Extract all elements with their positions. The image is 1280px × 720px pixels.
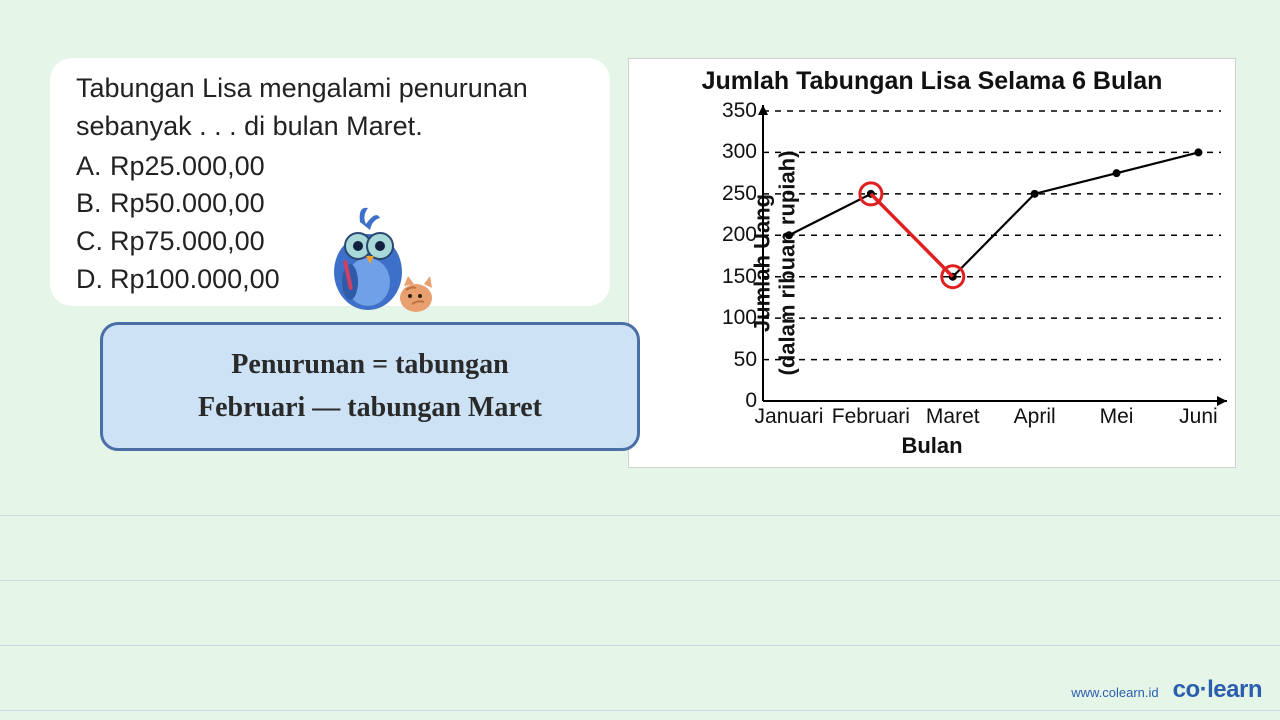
chart-ytick-label: 200 <box>722 223 757 247</box>
chart-ytick-label: 150 <box>722 265 757 289</box>
formula-box: Penurunan = tabungan Februari — tabungan… <box>100 322 640 451</box>
footer-logo: co·learn <box>1173 676 1262 704</box>
chart-xtick-label: Mei <box>1100 405 1134 429</box>
chart-svg <box>763 111 1221 401</box>
chart-ytick-label: 100 <box>722 306 757 330</box>
chart-ytick-label: 250 <box>722 182 757 206</box>
footer-url: www.colearn.id <box>1071 685 1158 700</box>
chart-xtick-label: Juni <box>1179 405 1218 429</box>
chart-ytick-label: 300 <box>722 140 757 164</box>
chart-ytick-label: 350 <box>722 99 757 123</box>
chart-xtick-label: Januari <box>755 405 824 429</box>
chart-title: Jumlah Tabungan Lisa Selama 6 Bulan <box>637 67 1227 96</box>
chart-xlabel: Bulan <box>629 433 1235 459</box>
chart-ytick-label: 50 <box>734 348 757 372</box>
formula-line-1: Penurunan = tabungan <box>117 343 623 386</box>
mascot-illustration <box>320 204 440 324</box>
formula-line-2: Februari — tabungan Maret <box>117 386 623 429</box>
chart-panel: Jumlah Tabungan Lisa Selama 6 Bulan Juml… <box>628 58 1236 468</box>
footer-brand: www.colearn.id co·learn <box>1071 676 1262 704</box>
question-option: A.Rp25.000,00 <box>76 148 584 186</box>
question-prompt: Tabungan Lisa mengalami penurunan sebany… <box>76 70 584 146</box>
chart-xtick-label: Februari <box>832 405 910 429</box>
chart-plot-area: 050100150200250300350JanuariFebruariMare… <box>763 111 1221 401</box>
chart-xtick-label: Maret <box>926 405 980 429</box>
chart-xtick-label: April <box>1014 405 1056 429</box>
